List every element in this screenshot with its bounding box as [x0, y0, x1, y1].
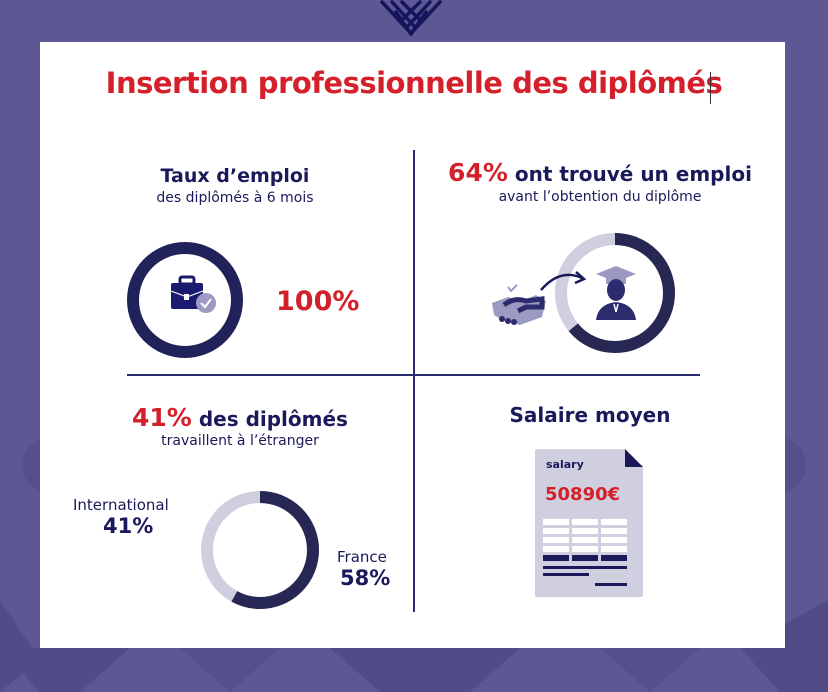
handshake-icon: [492, 284, 546, 325]
page-title: Insertion professionnelle des diplômés: [105, 66, 723, 100]
salary-doc-label: salary: [546, 458, 584, 471]
briefcase-check-icon: [170, 275, 216, 313]
abroad-text: des diplômés: [191, 407, 348, 431]
text-cursor: [710, 72, 711, 104]
abroad-pct: 41%: [132, 403, 192, 432]
salary-document-icon: [535, 449, 643, 597]
international-value: 41%: [103, 514, 154, 538]
france-value: 58%: [340, 566, 391, 590]
graduate-icon: [596, 266, 636, 320]
france-label: France: [337, 548, 387, 566]
vertical-divider: [413, 150, 415, 612]
employment-rate-value: 100%: [276, 286, 360, 317]
found-before-title: 64% ont trouvé un emploi: [420, 158, 780, 187]
found-before-subtitle: avant l’obtention du diplôme: [498, 189, 702, 205]
abroad-title: 41% des diplômés: [90, 403, 390, 432]
arrow-icon: [540, 271, 587, 291]
salary-title: Salaire moyen: [509, 403, 671, 427]
horizontal-divider: [127, 374, 700, 376]
abroad-donut: [201, 491, 319, 609]
school-logo-icon: [380, 0, 442, 36]
employment-donut: [127, 242, 243, 358]
employment-rate-subtitle: des diplômés à 6 mois: [156, 190, 314, 206]
international-label: International: [73, 496, 169, 514]
abroad-subtitle: travaillent à l’étranger: [161, 433, 319, 449]
found-before-pct: 64%: [448, 158, 508, 187]
salary-value: 50890€: [545, 484, 621, 505]
employment-rate-title: Taux d’emploi: [160, 165, 310, 187]
found-before-text: ont trouvé un emploi: [507, 162, 752, 186]
found-before-donut: [555, 233, 675, 353]
